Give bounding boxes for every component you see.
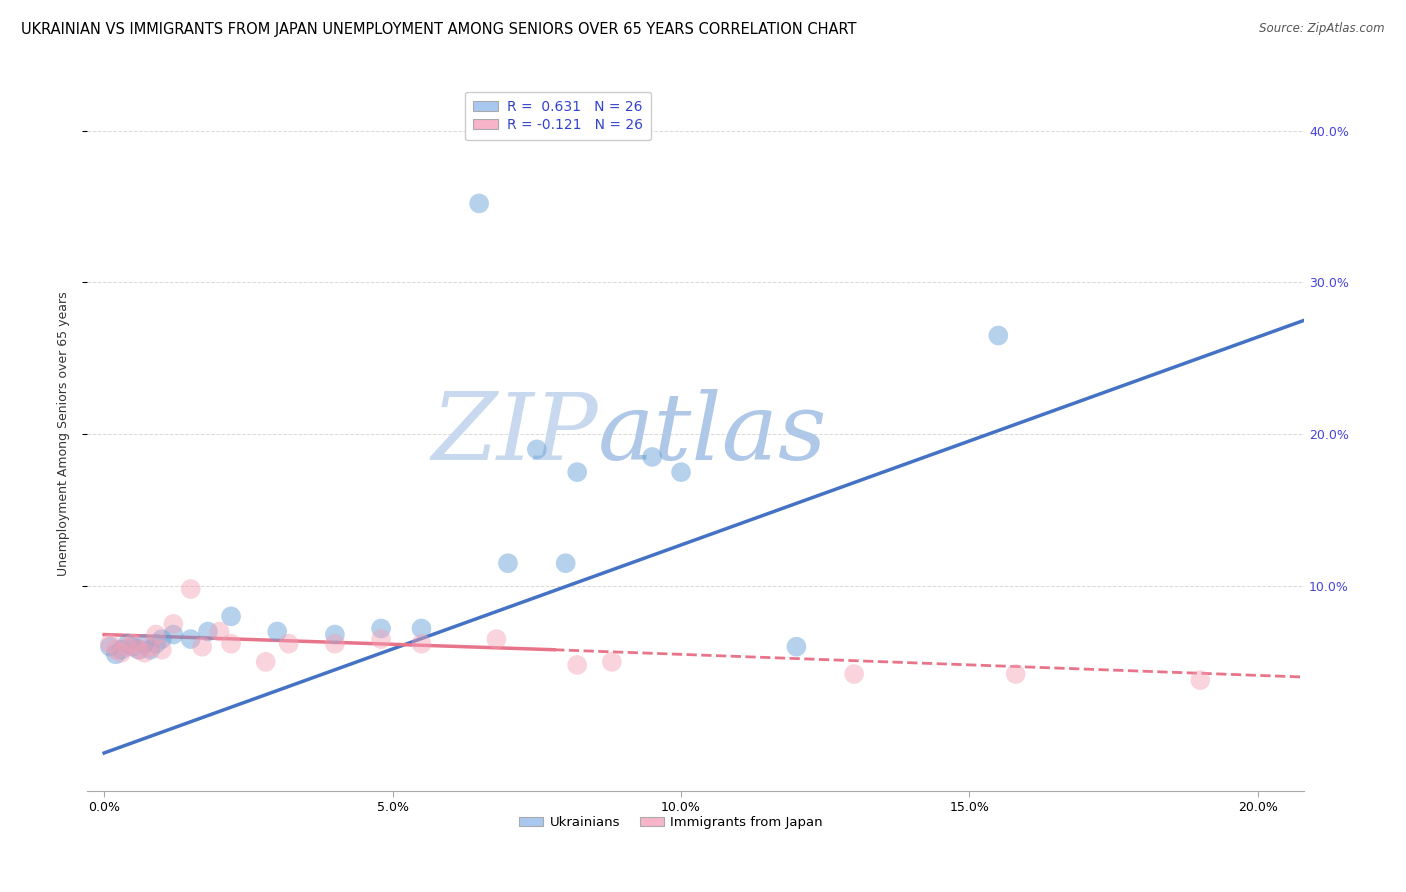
Point: [128, 642, 150, 657]
Point: [180, 582, 202, 596]
Point: [162, 616, 184, 631]
Text: atlas: atlas: [598, 389, 828, 479]
Point: [496, 556, 519, 570]
Text: ZIP: ZIP: [432, 389, 598, 479]
Point: [567, 465, 589, 479]
Point: [180, 632, 202, 646]
Point: [122, 637, 145, 651]
Point: [134, 646, 156, 660]
Point: [485, 632, 508, 646]
Point: [1189, 673, 1212, 687]
Point: [219, 637, 242, 651]
Point: [128, 642, 150, 657]
Point: [104, 648, 127, 662]
Point: [122, 640, 145, 654]
Point: [208, 624, 231, 639]
Point: [842, 667, 865, 681]
Point: [110, 642, 132, 657]
Point: [323, 627, 346, 641]
Point: [110, 646, 132, 660]
Point: [254, 655, 277, 669]
Point: [150, 642, 173, 657]
Legend: Ukrainians, Immigrants from Japan: Ukrainians, Immigrants from Japan: [515, 811, 828, 834]
Point: [139, 642, 162, 657]
Point: [411, 622, 433, 636]
Point: [370, 632, 392, 646]
Point: [191, 640, 214, 654]
Point: [197, 624, 219, 639]
Point: [219, 609, 242, 624]
Point: [370, 622, 392, 636]
Text: UKRAINIAN VS IMMIGRANTS FROM JAPAN UNEMPLOYMENT AMONG SENIORS OVER 65 YEARS CORR: UKRAINIAN VS IMMIGRANTS FROM JAPAN UNEMP…: [21, 22, 856, 37]
Point: [145, 627, 167, 641]
Point: [115, 637, 138, 651]
Point: [98, 637, 121, 651]
Point: [1004, 667, 1026, 681]
Point: [162, 627, 184, 641]
Point: [323, 637, 346, 651]
Point: [987, 328, 1010, 343]
Point: [600, 655, 623, 669]
Point: [567, 657, 589, 672]
Y-axis label: Unemployment Among Seniors over 65 years: Unemployment Among Seniors over 65 years: [58, 292, 70, 576]
Point: [554, 556, 576, 570]
Point: [115, 640, 138, 654]
Point: [134, 637, 156, 651]
Point: [785, 640, 807, 654]
Point: [277, 637, 299, 651]
Text: Source: ZipAtlas.com: Source: ZipAtlas.com: [1260, 22, 1385, 36]
Point: [145, 637, 167, 651]
Point: [266, 624, 288, 639]
Point: [139, 640, 162, 654]
Point: [669, 465, 692, 479]
Point: [468, 196, 491, 211]
Point: [411, 637, 433, 651]
Point: [104, 642, 127, 657]
Point: [526, 442, 548, 457]
Point: [641, 450, 664, 464]
Point: [98, 640, 121, 654]
Point: [150, 632, 173, 646]
